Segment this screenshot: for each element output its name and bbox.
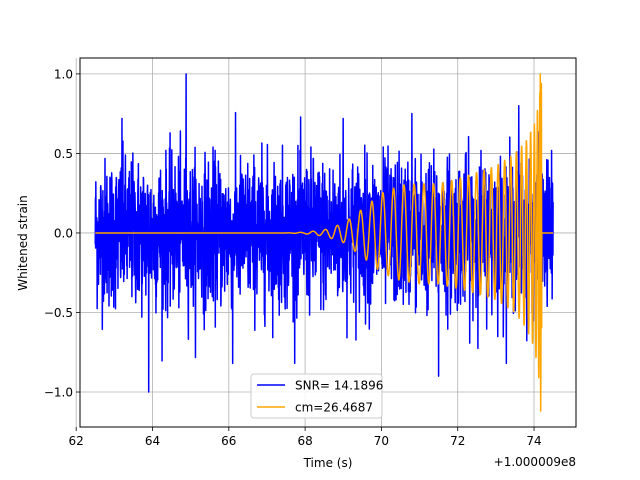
plot-area <box>94 73 554 412</box>
y-tick-label: −0.5 <box>44 306 73 320</box>
series-cm-line <box>94 73 554 412</box>
plot-frame <box>79 57 577 428</box>
x-tick-label: 74 <box>526 434 541 448</box>
y-tick-label: −1.0 <box>44 386 73 400</box>
series-snr <box>94 73 554 393</box>
y-axis-label: Whitened strain <box>16 195 30 291</box>
y-axis: −1.0 −0.5 0.0 0.5 1.0 <box>44 67 80 400</box>
x-tick-label: 72 <box>450 434 465 448</box>
y-tick-label: 0.5 <box>54 147 73 161</box>
x-tick-label: 68 <box>297 434 312 448</box>
y-tick-label: 0.0 <box>54 226 73 240</box>
x-offset-label: +1.000009e8 <box>494 455 576 469</box>
x-axis: 62 64 66 68 70 72 74 <box>69 427 542 448</box>
y-tick-label: 1.0 <box>54 67 73 81</box>
legend: SNR= 14.1896 cm=26.4687 <box>250 373 383 419</box>
legend-label-snr: SNR= 14.1896 <box>295 379 383 393</box>
x-tick-label: 66 <box>221 434 236 448</box>
series-cm <box>94 73 554 412</box>
x-axis-label: Time (s) <box>303 456 353 470</box>
series-snr-line <box>94 73 554 393</box>
x-tick-label: 70 <box>374 434 389 448</box>
legend-label-cm: cm=26.4687 <box>295 401 373 415</box>
x-tick-label: 64 <box>145 434 160 448</box>
x-tick-label: 62 <box>69 434 84 448</box>
